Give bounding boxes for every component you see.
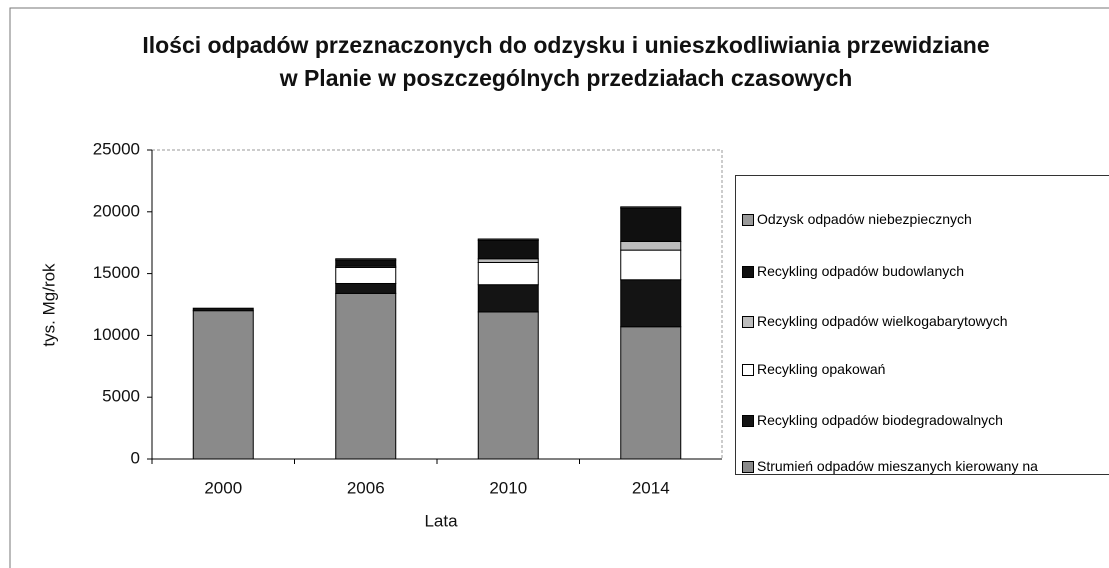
bar-segment (477, 284, 539, 313)
legend-swatch (742, 461, 754, 473)
y-tick-label: 25000 (93, 139, 140, 158)
legend-swatch (742, 266, 754, 278)
legend-item: Strumień odpadów mieszanych kierowany na… (742, 458, 1087, 474)
legend-item: Recykling odpadów biodegradowalnych (742, 412, 1087, 429)
legend-item: Recykling opakowań (742, 361, 1087, 378)
y-axis-label: tys. Mg/rok (39, 263, 58, 347)
legend-swatch (742, 214, 754, 226)
legend-label: Recykling odpadów biodegradowalnych (757, 412, 1003, 428)
legend-swatch (742, 364, 754, 376)
x-tick-label: 2010 (489, 478, 527, 497)
bar-segment (620, 249, 682, 281)
legend-label: Recykling opakowań (757, 361, 886, 377)
legend-label: Strumień odpadów mieszanych kierowany na… (757, 458, 1038, 474)
legend-item: Odzysk odpadów niebezpiecznych (742, 211, 1087, 228)
y-tick-label: 0 (131, 448, 140, 467)
legend-item: Recykling odpadów wielkogabarytowych (742, 313, 1087, 330)
bar-segment (192, 310, 254, 460)
bar-segment (192, 307, 254, 312)
y-tick-label: 5000 (102, 387, 140, 406)
x-axis-label: Lata (424, 511, 458, 530)
bar-segment (335, 258, 397, 261)
legend-label: Odzysk odpadów niebezpiecznych (757, 211, 972, 227)
bar-segment (335, 259, 397, 267)
bar-segment (477, 311, 539, 460)
y-tick-label: 10000 (93, 325, 140, 344)
bar-segment (335, 266, 397, 284)
bar-segment (620, 207, 682, 242)
bar-segment (620, 326, 682, 460)
bar-segment (477, 238, 539, 241)
bar-segment (477, 258, 539, 263)
legend: Odzysk odpadów niebezpiecznych Recykling … (735, 175, 1109, 475)
x-tick-label: 2006 (347, 478, 385, 497)
legend-swatch (742, 415, 754, 427)
bar-segment (620, 240, 682, 251)
bar-segment (335, 292, 397, 460)
x-tick-label: 2014 (632, 478, 670, 497)
bar-segment (477, 261, 539, 286)
legend-swatch (742, 316, 754, 328)
chart-title: Ilości odpadów przeznaczonych do odzysku… (142, 32, 989, 91)
bar-segment (620, 279, 682, 328)
bar-segment (620, 206, 682, 209)
y-tick-label: 20000 (93, 201, 140, 220)
legend-item: Recykling odpadów budowlanych (742, 263, 1087, 280)
bar-segment (335, 282, 397, 294)
bar-segment (477, 239, 539, 260)
y-tick-label: 15000 (93, 263, 140, 282)
x-tick-label: 2000 (204, 478, 242, 497)
legend-label: Recykling odpadów wielkogabarytowych (757, 313, 1008, 329)
chart-border (9, 7, 1109, 568)
legend-label: Recykling odpadów budowlanych (757, 263, 965, 279)
